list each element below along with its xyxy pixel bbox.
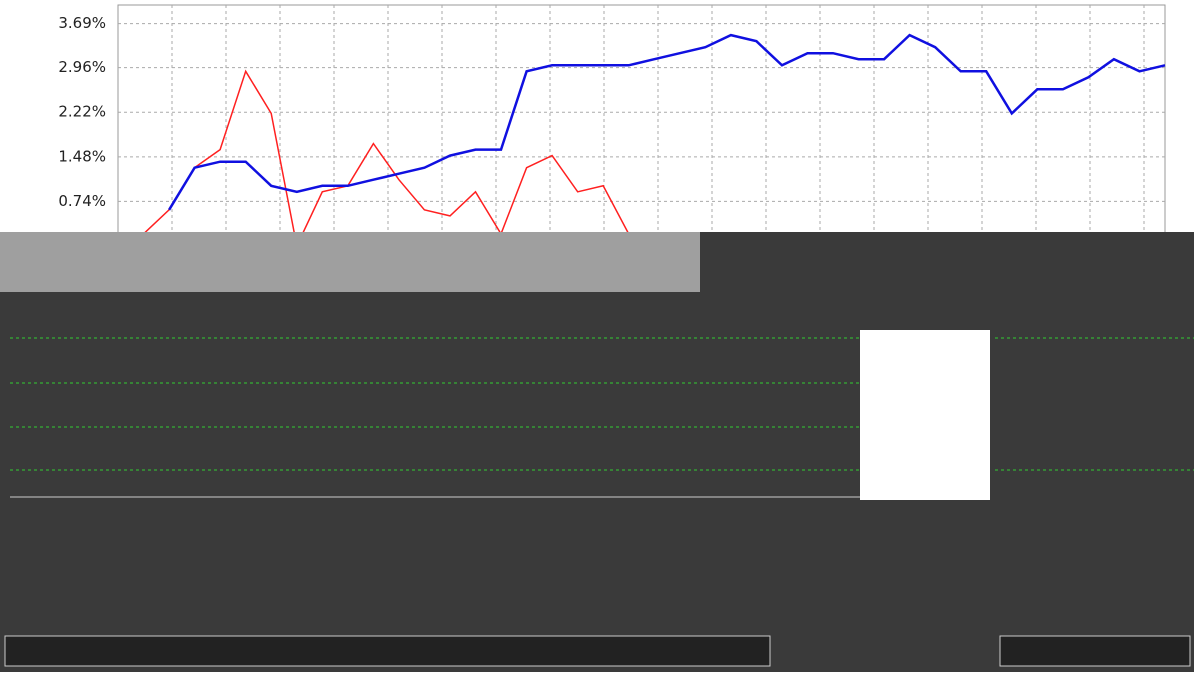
dark-panel <box>0 232 1194 672</box>
garbled-panel <box>0 232 1194 672</box>
y-tick-label: 2.22% <box>58 103 106 121</box>
y-tick-label: 0.74% <box>58 192 106 210</box>
y-tick-label: 1.48% <box>58 147 106 165</box>
y-tick-label: 2.96% <box>58 58 106 76</box>
plot-area <box>118 5 1165 246</box>
legend-box <box>5 636 770 666</box>
artifact-band <box>0 232 700 292</box>
legend-box <box>1000 636 1190 666</box>
chart: 0.74% 1.48% 2.22% 2.96% 3.69% <box>0 0 1194 672</box>
y-tick-label: 3.69% <box>58 14 106 32</box>
artifact-patch <box>860 330 990 500</box>
